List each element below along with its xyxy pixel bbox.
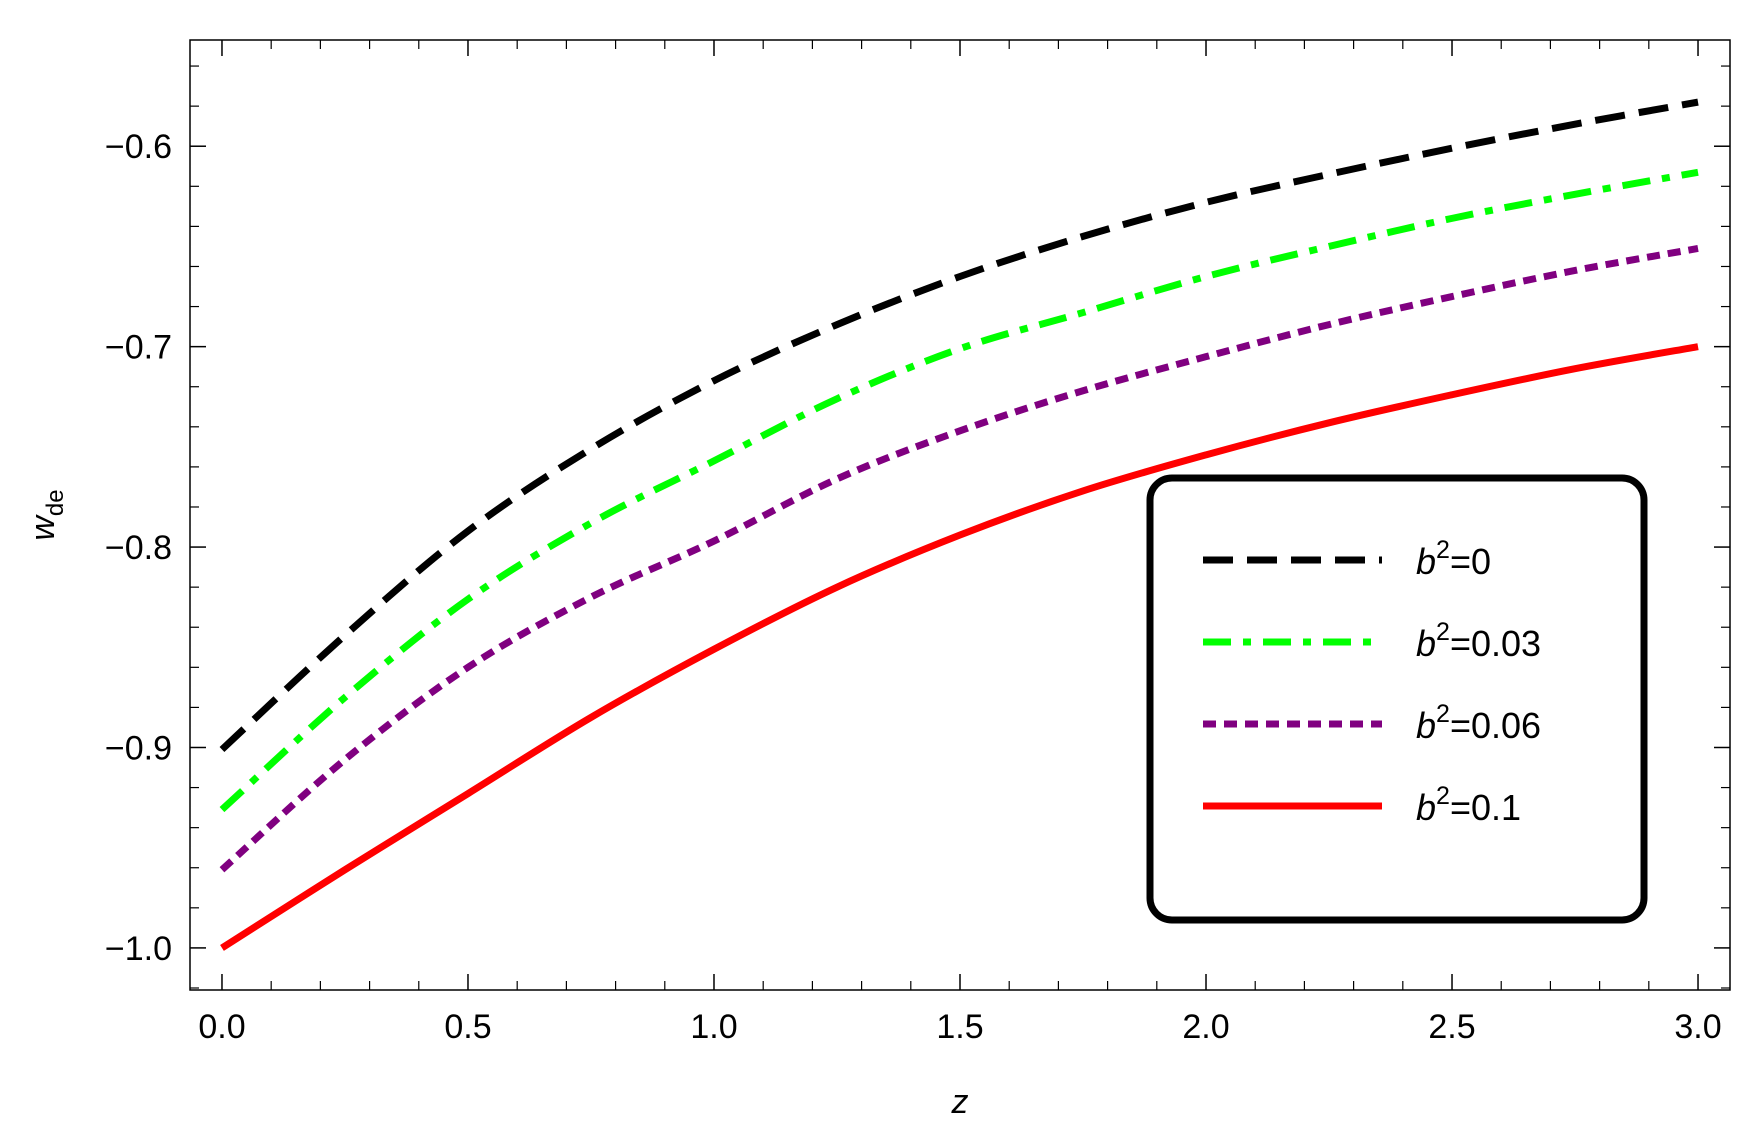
legend-label-sup: 2 — [1436, 536, 1450, 564]
y-tick-label: −0.7 — [105, 329, 172, 367]
y-axis-label: wde — [24, 489, 69, 540]
legend-label: b2=0.03 — [1416, 618, 1541, 664]
x-tick-label: 0.5 — [444, 1008, 491, 1046]
x-tick-label: 1.5 — [936, 1008, 983, 1046]
series-line — [220, 343, 1699, 951]
y-tick-label: −0.9 — [105, 729, 172, 767]
y-axis-label-base: w — [24, 514, 62, 541]
legend-label-base: b — [1416, 705, 1436, 746]
x-tick-label: 0.0 — [198, 1008, 245, 1046]
x-axis-label: z — [951, 1083, 969, 1121]
y-tick-label: −1.0 — [105, 930, 172, 968]
legend-label: b2=0 — [1416, 536, 1491, 582]
legend-label-value: =0.1 — [1450, 787, 1521, 828]
y-axis-label-subscript: de — [42, 489, 69, 516]
legend-label-base: b — [1416, 623, 1436, 664]
series-line — [219, 168, 1699, 813]
legend-label: b2=0.06 — [1416, 700, 1541, 746]
legend-label-value: =0.06 — [1450, 705, 1541, 746]
legend-label-base: b — [1416, 787, 1436, 828]
y-tick-label: −0.6 — [105, 128, 172, 166]
x-tick-label: 1.0 — [690, 1008, 737, 1046]
axis-tick-labels: 0.0 0.5 1.0 1.5 2.0 2.5 3.0 −1.0 −0.9 −0.8 −0.7 −0.… — [105, 128, 1722, 1046]
series-lines — [219, 98, 1699, 951]
legend-label-sup: 2 — [1436, 700, 1450, 728]
x-tick-label: 2.0 — [1182, 1008, 1229, 1046]
series-line — [219, 244, 1699, 873]
legend-label-sup: 2 — [1436, 782, 1450, 810]
axis-ticks — [190, 40, 1730, 990]
legend-label-value: =0.03 — [1450, 623, 1541, 664]
legend-label-base: b — [1416, 541, 1436, 582]
legend-label-value: =0 — [1450, 541, 1491, 582]
legend-box — [1146, 474, 1648, 924]
series-line — [219, 98, 1699, 753]
x-tick-label: 3.0 — [1674, 1008, 1721, 1046]
y-tick-label: −0.8 — [105, 529, 172, 567]
x-tick-label: 2.5 — [1428, 1008, 1475, 1046]
legend-label-sup: 2 — [1436, 618, 1450, 646]
legend-label: b2=0.1 — [1416, 782, 1521, 828]
